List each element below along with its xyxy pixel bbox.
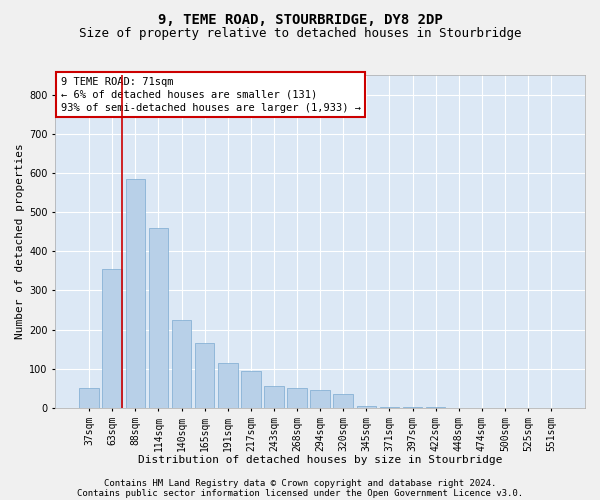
Bar [334,394,353,408]
Bar [218,363,238,408]
Bar [287,388,307,408]
Text: 9, TEME ROAD, STOURBRIDGE, DY8 2DP: 9, TEME ROAD, STOURBRIDGE, DY8 2DP [158,12,442,26]
Bar [310,390,330,408]
Text: Contains public sector information licensed under the Open Government Licence v3: Contains public sector information licen… [77,488,523,498]
Text: Contains HM Land Registry data © Crown copyright and database right 2024.: Contains HM Land Registry data © Crown c… [104,478,496,488]
Bar [149,228,169,408]
Bar [380,407,399,408]
Bar [264,386,284,408]
Bar [403,407,422,408]
Bar [426,407,445,408]
Bar [195,344,214,408]
Bar [356,406,376,408]
Bar [241,370,260,408]
Bar [79,388,99,408]
Text: 9 TEME ROAD: 71sqm
← 6% of detached houses are smaller (131)
93% of semi-detache: 9 TEME ROAD: 71sqm ← 6% of detached hous… [61,76,361,113]
X-axis label: Distribution of detached houses by size in Stourbridge: Distribution of detached houses by size … [138,455,502,465]
Bar [125,179,145,408]
Bar [172,320,191,408]
Y-axis label: Number of detached properties: Number of detached properties [15,144,25,340]
Bar [103,269,122,408]
Text: Size of property relative to detached houses in Stourbridge: Size of property relative to detached ho… [79,28,521,40]
